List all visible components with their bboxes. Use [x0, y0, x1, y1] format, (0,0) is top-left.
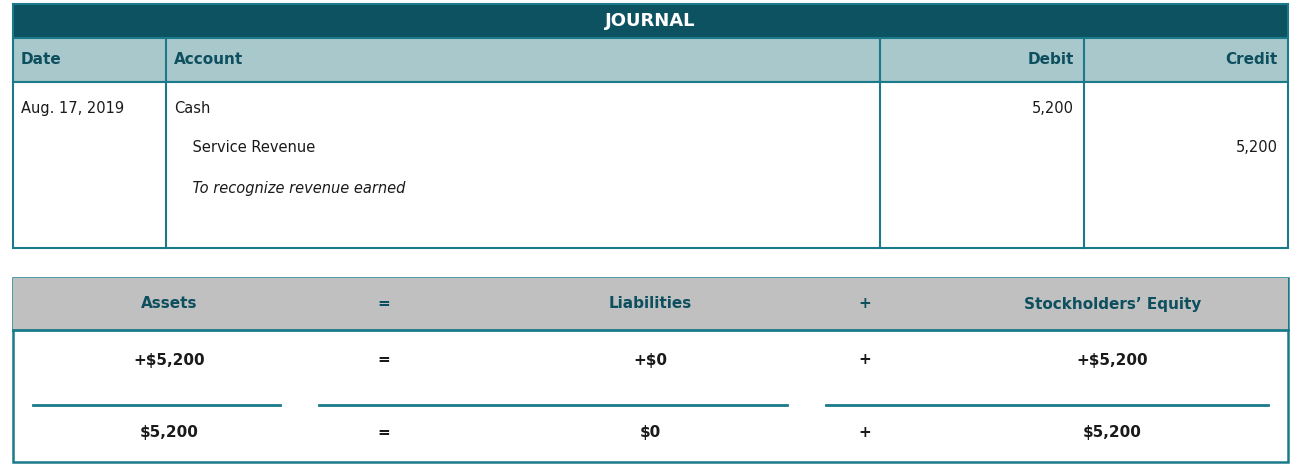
Text: Service Revenue: Service Revenue [174, 140, 315, 155]
Text: +$5,200: +$5,200 [133, 352, 206, 367]
Bar [13, 82, 1288, 248]
Text: Assets: Assets [141, 297, 198, 312]
Text: Cash: Cash [174, 101, 211, 116]
Text: Account: Account [174, 52, 243, 67]
Text: Date: Date [21, 52, 61, 67]
Text: +$0: +$0 [634, 352, 667, 367]
Bar [13, 278, 1288, 330]
Text: +$5,200: +$5,200 [1076, 352, 1149, 367]
Text: =: = [377, 297, 390, 312]
Text: +: + [859, 425, 872, 440]
Text: =: = [377, 352, 390, 367]
Text: 5,200: 5,200 [1032, 101, 1075, 116]
Text: =: = [377, 425, 390, 440]
Text: Aug. 17, 2019: Aug. 17, 2019 [21, 101, 124, 116]
Bar [13, 4, 1288, 38]
Bar [13, 38, 1288, 82]
Text: JOURNAL: JOURNAL [605, 12, 696, 30]
Text: +: + [859, 297, 872, 312]
Text: $5,200: $5,200 [139, 425, 199, 440]
Text: Debit: Debit [1028, 52, 1075, 67]
Text: Credit: Credit [1226, 52, 1278, 67]
Text: +: + [859, 352, 872, 367]
Text: Liabilities: Liabilities [609, 297, 692, 312]
Text: To recognize revenue earned: To recognize revenue earned [174, 181, 406, 196]
Text: $5,200: $5,200 [1082, 425, 1142, 440]
Bar [13, 278, 1288, 462]
Text: $0: $0 [640, 425, 661, 440]
Text: 5,200: 5,200 [1236, 140, 1278, 155]
Text: Stockholders’ Equity: Stockholders’ Equity [1024, 297, 1201, 312]
